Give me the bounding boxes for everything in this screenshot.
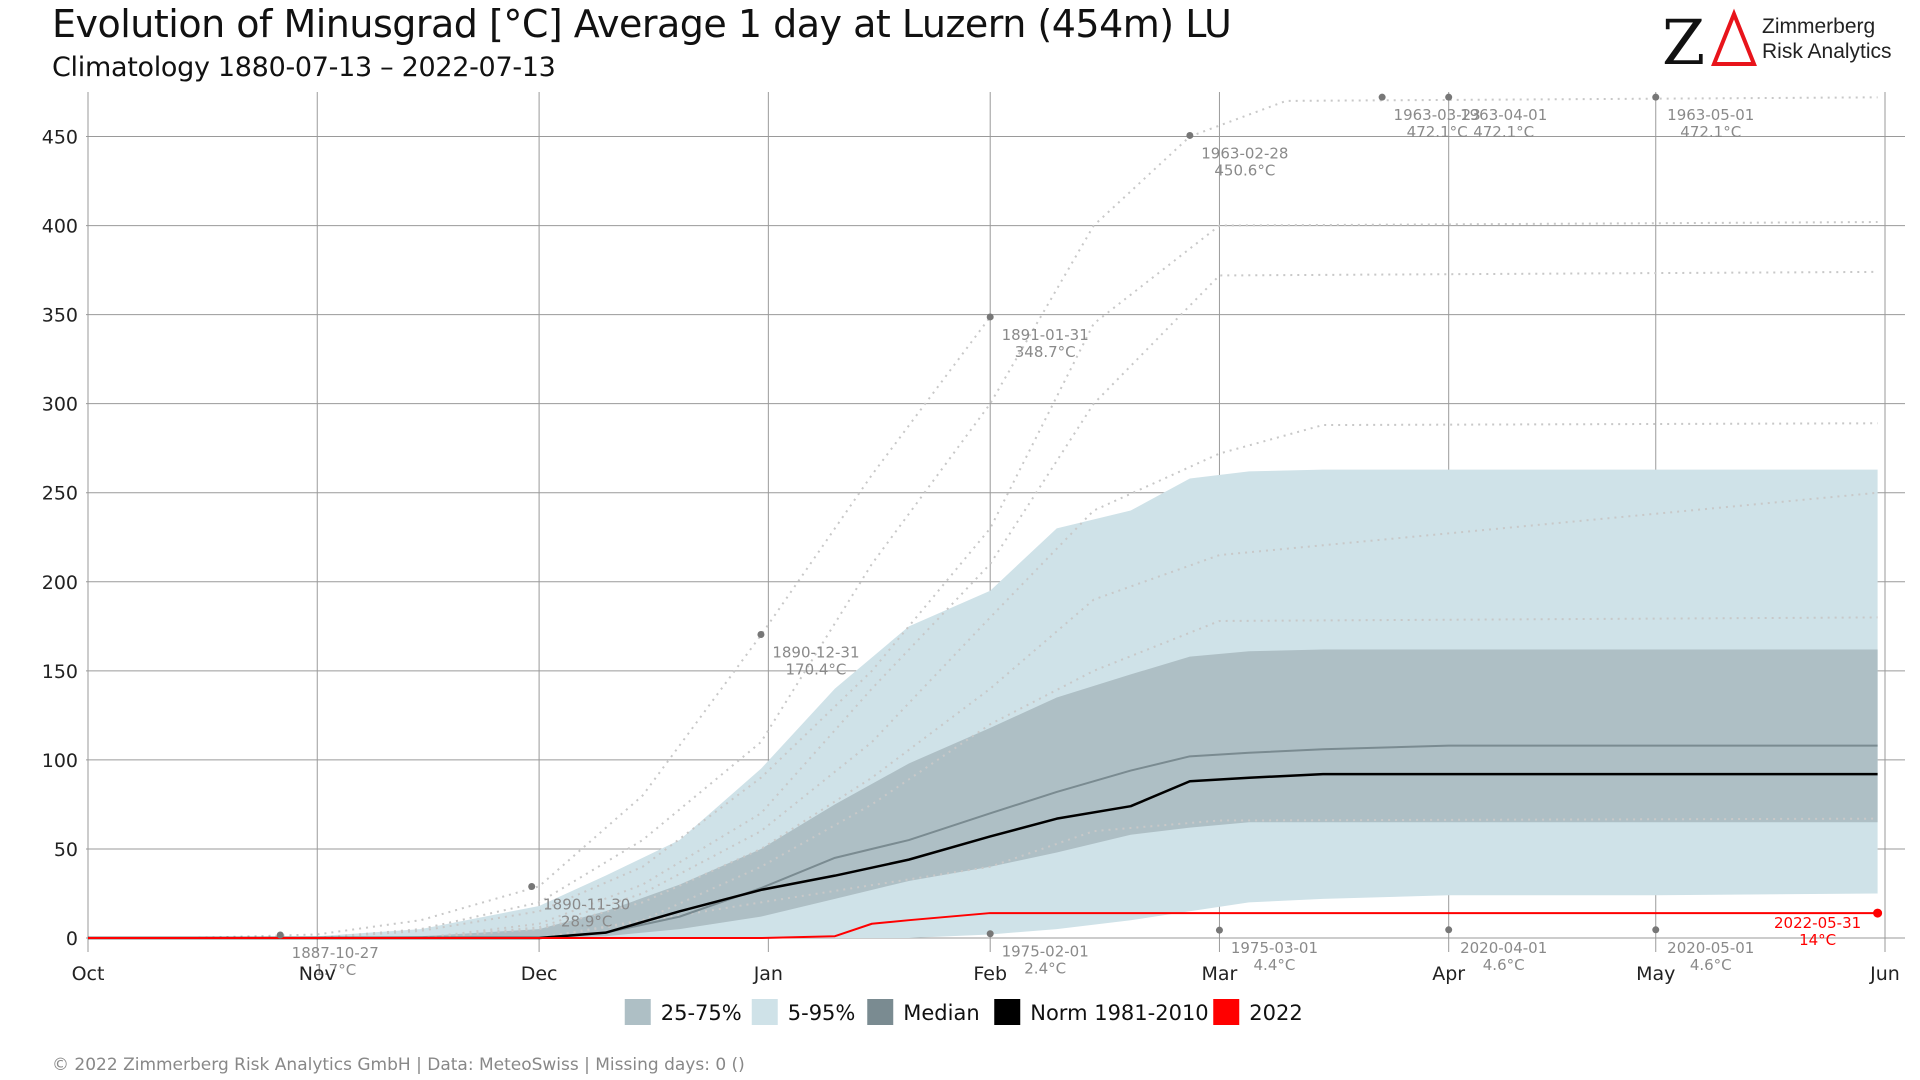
page-subtitle: Climatology 1880-07-13 – 2022-07-13 bbox=[52, 52, 556, 83]
x-tick-label: May bbox=[1636, 963, 1675, 985]
extreme-series-line bbox=[538, 616, 1878, 939]
annotation-marker bbox=[528, 883, 536, 891]
percentile-bands bbox=[88, 469, 1878, 938]
annotation-value: 170.4°C bbox=[785, 661, 846, 679]
x-tick-label: Apr bbox=[1432, 963, 1465, 985]
annotation-marker bbox=[1215, 926, 1223, 934]
y-tick-label: 400 bbox=[42, 216, 78, 238]
annotation-value: 450.6°C bbox=[1214, 161, 1275, 179]
annotation-date: 1963-04-01 bbox=[1460, 106, 1547, 124]
svg-text:Z: Z bbox=[1662, 8, 1705, 72]
legend-label: Norm 1981-2010 bbox=[1030, 1001, 1208, 1025]
annotation-date: 1890-11-30 bbox=[543, 896, 630, 914]
annotation-date: 1891-01-31 bbox=[1002, 326, 1089, 344]
annotation-value: 472.1°C bbox=[1680, 123, 1741, 141]
annotation-value: 4.6°C bbox=[1690, 956, 1732, 974]
y-tick-label: 200 bbox=[42, 572, 78, 594]
annotation-value: 2.4°C bbox=[1024, 960, 1066, 978]
annotation-date: 1963-02-28 bbox=[1201, 144, 1288, 162]
extreme-series-line bbox=[317, 221, 1878, 939]
annotation-date: 1975-03-01 bbox=[1231, 939, 1318, 957]
legend-swatch bbox=[994, 999, 1021, 1025]
logo-delta-icon bbox=[1711, 8, 1757, 66]
legend-label: Median bbox=[903, 1001, 979, 1025]
annotation-value: 14°C bbox=[1799, 931, 1836, 949]
series-lines bbox=[88, 744, 1878, 940]
legend-swatch bbox=[867, 999, 894, 1025]
y-tick-label: 250 bbox=[42, 483, 78, 505]
axis-labels: 0 50 100 150 200 250 300 350 400 450 Oct Nov Dec Jan F… bbox=[42, 127, 1900, 985]
annotation-value: 28.9°C bbox=[561, 913, 612, 931]
x-tick-label: Oct bbox=[72, 963, 105, 985]
annotation-marker bbox=[986, 930, 994, 938]
extreme-series-line bbox=[420, 491, 1878, 939]
legend-label: 5-95% bbox=[788, 1001, 856, 1025]
annotation-value: 4.4°C bbox=[1254, 956, 1296, 974]
annotation-marker bbox=[1652, 93, 1660, 101]
logo-text: Zimmerberg Risk Analytics bbox=[1762, 14, 1892, 64]
annotation-date: 1887-10-27 bbox=[292, 944, 379, 962]
annotation-date: 2020-04-01 bbox=[1460, 939, 1547, 957]
legend-label: 2022 bbox=[1249, 1001, 1302, 1025]
legend-swatch bbox=[1213, 999, 1240, 1025]
logo-mark-icon: Z bbox=[1662, 6, 1757, 79]
y-tick-label: 300 bbox=[42, 394, 78, 416]
footer-credits: © 2022 Zimmerberg Risk Analytics GmbH | … bbox=[52, 1055, 745, 1075]
annotation-date: 2020-05-01 bbox=[1667, 939, 1754, 957]
annotation-value: 472.1°C bbox=[1407, 123, 1468, 141]
annotation-date: 2022-05-31 bbox=[1774, 914, 1861, 932]
annotation-marker bbox=[1445, 926, 1453, 934]
annotation-date: 1963-05-01 bbox=[1667, 106, 1754, 124]
x-tick-label: Dec bbox=[521, 963, 558, 985]
annotation-value: 1.7°C bbox=[314, 961, 356, 979]
y-tick-label: 50 bbox=[54, 839, 78, 861]
annotation-marker bbox=[986, 313, 994, 321]
annotation-date: 1890-12-31 bbox=[772, 644, 859, 662]
y-tick-label: 450 bbox=[42, 127, 78, 149]
legend-label: 25-75% bbox=[661, 1001, 742, 1025]
annotation-marker bbox=[1445, 93, 1453, 101]
x-tick-label: Mar bbox=[1202, 963, 1238, 985]
annotation-marker bbox=[1186, 131, 1194, 139]
y-tick-label: 150 bbox=[42, 661, 78, 683]
annotation-value: 348.7°C bbox=[1015, 343, 1076, 361]
band-25-75 bbox=[88, 649, 1878, 938]
annotation-date: 1963-03-23 bbox=[1394, 106, 1481, 124]
annotation-marker bbox=[1378, 93, 1386, 101]
x-tick-label: Nov bbox=[299, 963, 336, 985]
extreme-series bbox=[191, 96, 1878, 939]
annotation-value: 4.6°C bbox=[1483, 956, 1525, 974]
extreme-series-line bbox=[538, 817, 1878, 939]
y-tick-label: 350 bbox=[42, 305, 78, 327]
annotation-date: 1975-02-01 bbox=[1002, 943, 1089, 961]
legend-swatch bbox=[751, 999, 778, 1025]
y-tick-label: 100 bbox=[42, 750, 78, 772]
annotation-marker bbox=[1873, 908, 1883, 918]
company-logo: Z Zimmerberg Risk Analytics bbox=[1662, 6, 1902, 79]
x-tick-label: Jan bbox=[753, 963, 783, 985]
x-tick-label: Feb bbox=[973, 963, 1007, 985]
logo-line1: Zimmerberg bbox=[1762, 15, 1876, 38]
page-title: Evolution of Minusgrad [°C] Average 1 da… bbox=[52, 2, 1232, 46]
annotation-marker bbox=[276, 931, 284, 939]
legend-swatch bbox=[624, 999, 651, 1025]
series-line-2022 bbox=[88, 912, 1878, 939]
extreme-series-line bbox=[420, 422, 1878, 939]
x-tick-label: Jun bbox=[1869, 963, 1900, 985]
annotation-marker bbox=[757, 631, 765, 639]
y-tick-label: 0 bbox=[66, 928, 78, 950]
annotation-marker bbox=[1652, 926, 1660, 934]
logo-line2: Risk Analytics bbox=[1762, 40, 1892, 63]
legend: 25-75% 5-95% Median Norm 1981-2010 2022 bbox=[624, 999, 1303, 1025]
annotation-value: 472.1°C bbox=[1473, 123, 1534, 141]
